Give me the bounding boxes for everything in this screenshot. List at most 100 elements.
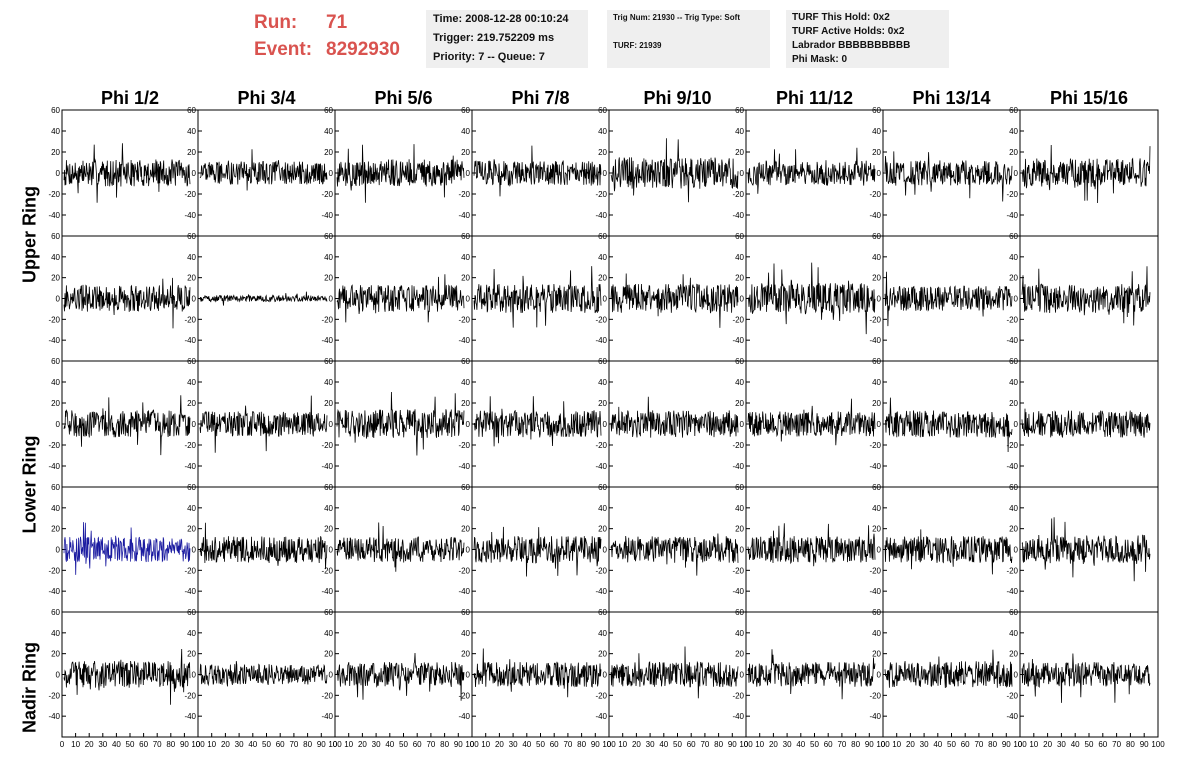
y-tick-label: 0 — [1014, 420, 1019, 429]
x-tick-label: 50 — [1085, 740, 1094, 749]
y-tick-label: 0 — [329, 295, 334, 304]
y-tick-label: 20 — [735, 274, 744, 283]
x-tick-label: 50 — [947, 740, 956, 749]
x-tick-label: 90 — [454, 740, 463, 749]
column-header-phi-13-14: Phi 13/14 — [912, 88, 991, 108]
event-label: Event: — [254, 39, 313, 60]
y-tick-label: -40 — [1006, 462, 1018, 471]
waveform-trace — [747, 523, 876, 567]
y-tick-label: 20 — [187, 650, 196, 659]
y-tick-label: 20 — [1009, 525, 1018, 534]
y-tick-label: -40 — [732, 587, 744, 596]
phi-mask-text: Phi Mask: 0 — [792, 54, 848, 65]
y-tick-label: -20 — [732, 441, 744, 450]
y-tick-label: 40 — [187, 127, 196, 136]
waveform-trace — [610, 273, 739, 328]
x-tick-label: 10 — [618, 740, 627, 749]
run-value: 71 — [326, 12, 348, 33]
y-tick-label: -40 — [458, 462, 470, 471]
y-tick-label: 40 — [51, 253, 60, 262]
y-tick-label: 0 — [603, 295, 608, 304]
y-tick-label: 20 — [1009, 399, 1018, 408]
y-tick-label: 60 — [598, 357, 607, 366]
waveform-panel-r0-c1: -40 -20 0 20 40 60 — [184, 106, 336, 237]
x-tick-label: 20 — [358, 740, 367, 749]
y-tick-label: -20 — [48, 691, 60, 700]
column-header-phi-7-8: Phi 7/8 — [511, 88, 570, 108]
waveform-trace — [747, 398, 876, 446]
y-tick-label: -20 — [184, 441, 196, 450]
x-tick-label: 40 — [659, 740, 668, 749]
y-tick-label: 60 — [872, 232, 881, 241]
y-tick-label: -40 — [321, 712, 333, 721]
y-tick-label: 0 — [56, 295, 61, 304]
y-tick-label: 40 — [461, 629, 470, 638]
y-tick-label: 40 — [1009, 504, 1018, 513]
waveform-trace — [63, 648, 191, 705]
y-tick-label: -20 — [48, 315, 60, 324]
y-tick-label: -40 — [321, 462, 333, 471]
y-tick-label: -20 — [458, 691, 470, 700]
y-tick-label: -40 — [732, 462, 744, 471]
waveform-trace — [473, 266, 602, 328]
x-tick-label: 60 — [276, 740, 285, 749]
y-tick-label: -40 — [184, 712, 196, 721]
y-tick-label: 60 — [872, 357, 881, 366]
y-tick-label: -20 — [1006, 315, 1018, 324]
y-tick-label: 60 — [1009, 608, 1018, 617]
y-tick-label: 40 — [1009, 629, 1018, 638]
y-tick-label: 60 — [872, 106, 881, 115]
y-tick-label: 60 — [461, 483, 470, 492]
y-tick-label: 20 — [872, 274, 881, 283]
column-header-phi-3-4: Phi 3/4 — [237, 88, 296, 108]
y-tick-label: 0 — [740, 420, 745, 429]
waveform-trace — [336, 144, 465, 203]
y-tick-label: 20 — [324, 148, 333, 157]
x-tick-label: 0 — [60, 740, 65, 749]
y-tick-label: 60 — [735, 483, 744, 492]
waveform-panel-r3-c1: -40 -20 0 20 40 60 — [184, 483, 336, 613]
y-tick-label: 60 — [872, 608, 881, 617]
y-tick-label: -20 — [595, 691, 607, 700]
y-tick-label: -20 — [321, 190, 333, 199]
y-tick-label: -20 — [732, 190, 744, 199]
y-tick-label: 0 — [56, 671, 61, 680]
trig-num-text: Trig Num: 21930 -- Trig Type: Soft — [613, 13, 740, 22]
y-tick-label: -40 — [184, 587, 196, 596]
y-tick-label: 60 — [735, 357, 744, 366]
y-tick-label: -40 — [321, 336, 333, 345]
waveform-panel-r3-c5: -40 -20 0 20 40 60 — [732, 483, 884, 613]
waveform-panel-r1-c2: -40 -20 0 20 40 60 — [321, 232, 473, 362]
y-tick-label: 0 — [1014, 295, 1019, 304]
waveform-panel-r1-c4: -40 -20 0 20 40 60 — [595, 232, 747, 362]
waveform-panel-r0-c5: -40 -20 0 20 40 60 — [732, 106, 884, 237]
y-tick-label: 60 — [51, 483, 60, 492]
y-tick-label: 40 — [598, 504, 607, 513]
waveform-panel-r2-c2: -40 -20 0 20 40 60 — [321, 357, 473, 488]
waveform-trace — [199, 291, 328, 306]
x-tick-label: 100 — [1013, 740, 1027, 749]
x-tick-label: 50 — [673, 740, 682, 749]
y-tick-label: 20 — [598, 274, 607, 283]
waveform-trace — [1021, 408, 1151, 438]
x-tick-label: 60 — [824, 740, 833, 749]
y-tick-label: -20 — [321, 566, 333, 575]
y-tick-label: 40 — [187, 629, 196, 638]
y-tick-label: -40 — [321, 211, 333, 220]
y-tick-label: 20 — [51, 525, 60, 534]
y-tick-label: 0 — [740, 671, 745, 680]
y-tick-label: -20 — [184, 691, 196, 700]
y-tick-label: 60 — [1009, 483, 1018, 492]
x-tick-label: 60 — [961, 740, 970, 749]
y-tick-label: 20 — [872, 525, 881, 534]
y-tick-label: -20 — [184, 566, 196, 575]
y-tick-label: 20 — [51, 399, 60, 408]
x-tick-label: 60 — [1098, 740, 1107, 749]
x-tick-label: 30 — [372, 740, 381, 749]
y-tick-label: -20 — [1006, 190, 1018, 199]
labrador-text: Labrador BBBBBBBBBB — [792, 40, 911, 51]
x-tick-label: 60 — [413, 740, 422, 749]
waveform-panel-r4-c0: -40 -20 0 20 40 60 0 10 20 30 40 50 60 70 80 90 100 — [48, 608, 205, 749]
y-tick-label: -40 — [48, 712, 60, 721]
